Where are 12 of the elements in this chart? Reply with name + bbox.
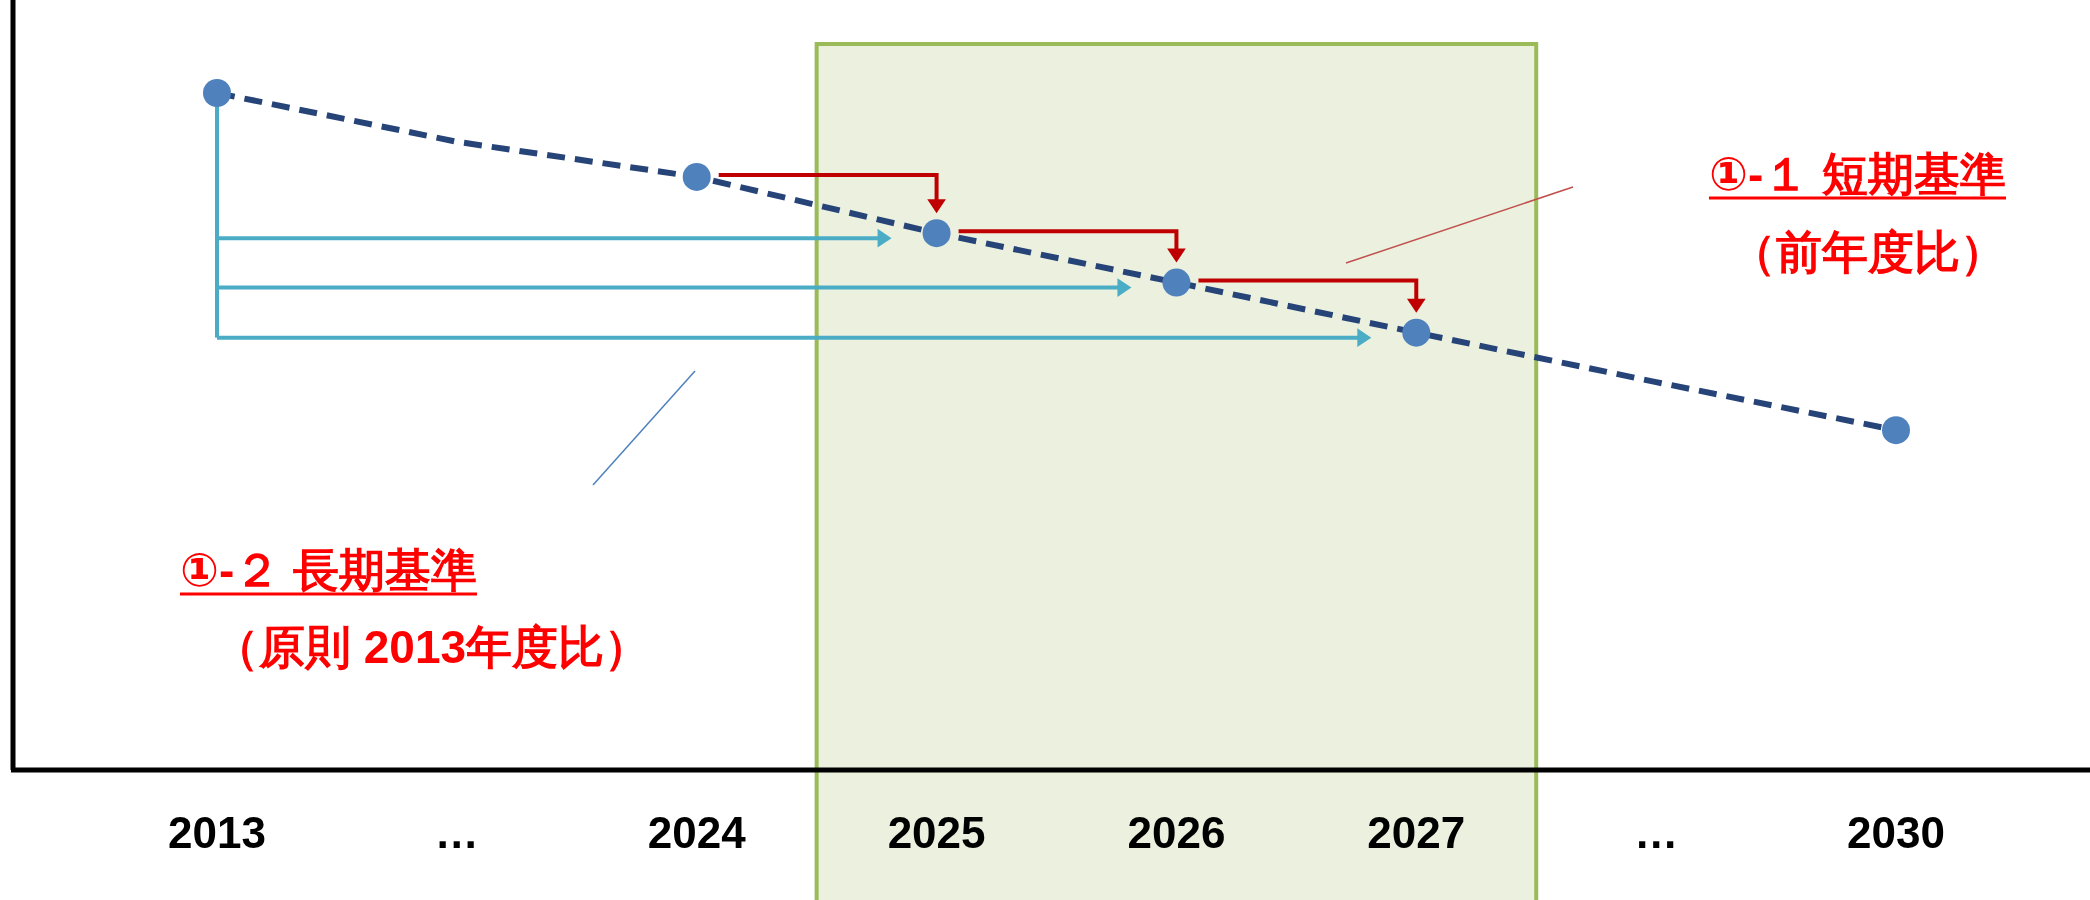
x-tick-label: 2024: [647, 808, 747, 857]
x-tick-label: 2027: [1367, 808, 1466, 857]
annotation: ①-１ 短期基準: [1708, 148, 2006, 200]
x-tick-label: 2026: [1127, 808, 1226, 857]
x-tick-label: …: [1634, 808, 1679, 857]
x-tick-label: 2030: [1847, 808, 1945, 857]
x-tick-label: 2025: [887, 808, 986, 857]
x-tick-label: 2013: [168, 808, 266, 857]
x-tick-label: …: [434, 808, 479, 857]
annotation: （前年度比）: [1730, 226, 2006, 278]
annotation: （原則 2013年度比）: [213, 621, 651, 673]
annotation: ①-２ 長期基準: [180, 544, 478, 596]
